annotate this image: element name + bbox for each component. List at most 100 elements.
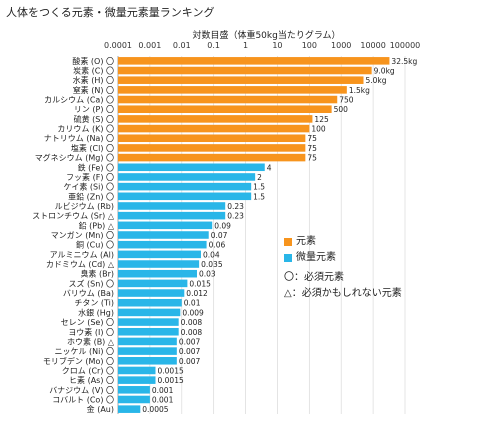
category-label: セレン (Se) 〇	[61, 318, 114, 327]
category-label: ホウ素 (B) △	[67, 336, 115, 346]
bar	[118, 105, 332, 113]
legend-note-essential: 〇：必須元素	[284, 272, 344, 283]
bar	[118, 202, 226, 210]
category-label: マグネシウム (Mg) 〇	[35, 153, 114, 163]
data-label: 0.009	[182, 308, 204, 317]
bar	[118, 231, 209, 239]
bar	[118, 163, 265, 172]
bar	[118, 115, 313, 123]
category-label: 亜鉛 (Zn) 〇	[68, 191, 114, 201]
x-tick-label: 0.1	[207, 41, 220, 50]
legend-note-possibly-essential: △：必須かもしれない元素	[284, 288, 402, 299]
bar	[118, 289, 185, 297]
category-label: 臭素 (Br)	[80, 269, 114, 279]
category-label: 水素 (H) 〇	[73, 75, 114, 85]
data-label: 0.07	[211, 231, 228, 240]
bar	[118, 95, 338, 104]
category-label: ヨウ素 (I) 〇	[68, 327, 114, 337]
category-label: チタン (Ti)	[74, 299, 114, 308]
category-label: モリブデン (Mo) 〇	[43, 356, 114, 366]
data-label: 0.0005	[142, 405, 168, 414]
data-label: 0.04	[203, 250, 220, 259]
category-label: フッ素 (F) 〇	[66, 172, 114, 182]
chart-title: 人体をつくる元素・微量元素量ランキング	[6, 6, 215, 19]
data-label: 100	[311, 125, 326, 134]
data-label: 0.015	[189, 279, 211, 288]
data-label: 5.0kg	[366, 76, 387, 85]
category-label: カルシウム (Ca) 〇	[44, 96, 114, 105]
data-label: 0.06	[209, 241, 226, 250]
category-label: 鉄 (Fe) 〇	[78, 162, 114, 172]
data-label: 125	[314, 115, 329, 124]
bar	[118, 76, 364, 84]
bar	[118, 86, 347, 94]
data-label: 9.0kg	[374, 67, 395, 76]
x-tick-label: 1	[243, 41, 248, 50]
data-label: 0.23	[227, 202, 244, 211]
data-label: 1.5kg	[349, 86, 370, 95]
x-tick-label: 100	[302, 41, 317, 50]
bar	[118, 395, 150, 404]
category-label: カリウム (K) 〇	[57, 125, 114, 134]
bar	[118, 173, 256, 181]
x-tick-label: 100000	[390, 41, 421, 50]
x-tick-label: 1000	[331, 41, 351, 50]
legend-label-trace: 微量元素	[296, 252, 336, 263]
bar	[118, 182, 252, 191]
bar	[118, 376, 156, 384]
category-label: マンガン (Mn) 〇	[51, 230, 114, 240]
bar	[118, 57, 390, 65]
bar	[118, 347, 177, 355]
data-label: 0.007	[179, 357, 201, 366]
x-tick-label: 10	[272, 41, 282, 50]
bar	[118, 279, 188, 288]
legend-swatch-element	[284, 238, 292, 246]
category-label: 金 (Au)	[87, 404, 114, 414]
bar	[118, 337, 177, 346]
data-label: 0.007	[179, 347, 201, 356]
data-label: 1.5	[253, 192, 265, 201]
category-label: ケイ素 (Si) 〇	[64, 182, 114, 192]
category-label: 水銀 (Hg)	[78, 307, 114, 317]
data-label: 32.5kg	[391, 57, 417, 66]
data-label: 0.008	[181, 328, 203, 337]
data-label: 0.012	[186, 289, 208, 298]
data-label: 75	[307, 134, 317, 143]
x-tick-label: 0.001	[138, 41, 161, 50]
bar	[118, 153, 306, 162]
bar	[118, 144, 306, 152]
category-label: 鉛 (Pb) △	[79, 220, 115, 230]
data-label: 0.001	[152, 395, 174, 404]
bar	[118, 221, 213, 230]
bar	[118, 240, 207, 249]
data-label: 0.03	[199, 270, 216, 279]
bar	[118, 260, 200, 268]
bar	[118, 366, 156, 375]
bar	[118, 250, 201, 259]
category-label: 酸素 (O) 〇	[72, 56, 114, 66]
data-label: 0.035	[201, 260, 223, 269]
data-label: 1.5	[253, 183, 265, 192]
x-axis-title: 対数目盛（体重50kg当たりグラム）	[192, 31, 341, 41]
bar	[118, 192, 252, 201]
bar	[118, 134, 306, 143]
data-label: 0.007	[179, 337, 201, 346]
category-label: リン (P) 〇	[74, 105, 114, 114]
bar	[118, 386, 150, 394]
bar	[118, 327, 179, 336]
category-label: クロム (Cr) 〇	[62, 366, 114, 375]
category-label: 塩素 (Cl) 〇	[71, 143, 114, 153]
legend-item-trace: 微量元素	[284, 250, 402, 266]
data-label: 2	[257, 173, 262, 182]
legend-swatch-trace	[284, 254, 292, 262]
bar	[118, 124, 310, 133]
bar	[118, 298, 182, 307]
bar	[118, 66, 372, 75]
data-label: 0.001	[152, 386, 174, 395]
data-label: 0.008	[181, 318, 203, 327]
data-label: 500	[334, 105, 349, 114]
category-label: カドミウム (Cd) △	[46, 260, 115, 269]
bar	[118, 211, 226, 220]
data-label: 0.23	[227, 212, 244, 221]
